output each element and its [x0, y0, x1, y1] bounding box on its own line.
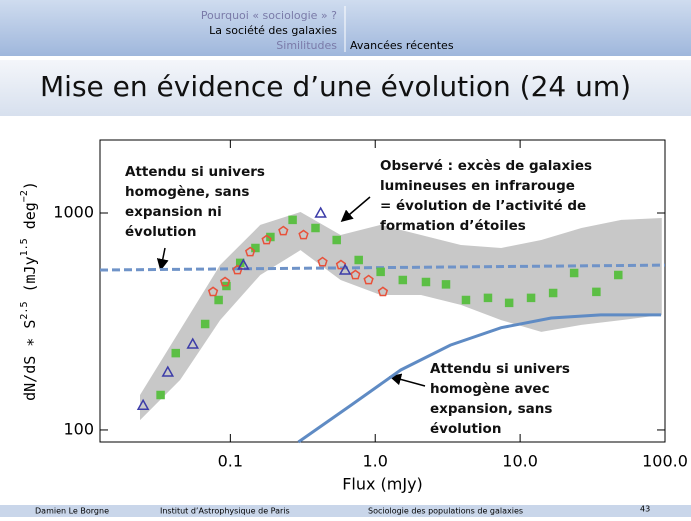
data-point: [244, 246, 256, 257]
arrow: [389, 373, 426, 387]
data-point: [377, 286, 389, 297]
data-point: [592, 287, 601, 297]
data-point: [398, 275, 408, 285]
x-tick-label: 1.0: [363, 452, 388, 471]
data-point: [237, 258, 250, 270]
data-point: [338, 263, 352, 275]
annotation: évolution: [125, 224, 196, 240]
data-point: [461, 295, 471, 305]
data-point: [298, 229, 309, 240]
footer-talk: Sociologie des populations de galaxies: [368, 507, 523, 516]
data-point: [332, 235, 341, 245]
data-point: [261, 234, 272, 245]
data-point: [421, 277, 431, 287]
annotation: évolution: [430, 421, 501, 437]
data-point: [441, 280, 451, 289]
y-axis-label-part: −2: [19, 190, 30, 202]
data-point: [278, 225, 289, 236]
data-point: [504, 298, 514, 308]
data-point: [171, 348, 181, 358]
data-point: [288, 215, 297, 225]
data-point: [483, 293, 493, 303]
annotation: Attendu si univers: [430, 361, 570, 377]
y-axis-label-part: 2.5: [19, 302, 30, 320]
data-point: [219, 276, 231, 287]
data-point: [376, 267, 385, 277]
y-axis-label-part: (mJy: [21, 256, 39, 301]
footer-page: 43: [640, 505, 650, 514]
annotation: = évolution de l’activité de: [380, 198, 586, 214]
annotation: expansion, sans: [430, 401, 552, 417]
data-point: [614, 270, 623, 280]
nav-item: Avancées récentes: [350, 39, 454, 52]
y-axis-label-part: deg: [21, 202, 39, 238]
data-point: [156, 390, 165, 400]
annotation: Observé : excès de galaxies: [380, 158, 592, 174]
annotation: lumineuses en infrarouge: [380, 178, 575, 194]
x-tick-label: 10.0: [502, 452, 538, 471]
y-tick-label: 100: [63, 419, 94, 438]
slide-title: Mise en évidence d’une évolution (24 um): [40, 70, 631, 103]
x-axis-label: Flux (mJy): [342, 475, 423, 494]
data-point: [526, 293, 536, 303]
data-point: [335, 259, 347, 270]
data-point: [200, 319, 210, 329]
nav-item: Similitudes: [276, 39, 337, 52]
data-point: [548, 288, 558, 298]
annotation: homogène, sans: [125, 184, 249, 200]
nav-item: Pourquoi « sociologie » ?: [201, 9, 337, 22]
data-point: [569, 268, 579, 278]
footer-band: [0, 505, 691, 517]
model-line: [99, 263, 666, 272]
plot-frame: [99, 139, 666, 443]
x-tick-label: 100.0: [642, 452, 688, 471]
annotation: Attendu si univers: [125, 164, 265, 180]
arrow: [156, 247, 169, 271]
y-axis-label-part: dN/dS ∗ S: [21, 320, 39, 401]
data-point: [350, 269, 361, 280]
data-point: [363, 274, 374, 285]
model-line: [297, 313, 662, 444]
title-band: [0, 60, 691, 116]
x-tick-label: 0.1: [218, 452, 243, 471]
annotation-arrows: [156, 196, 426, 387]
data-point: [354, 255, 363, 265]
uncertainty-band: [140, 211, 662, 421]
y-axis-label-part: 1.5: [19, 238, 30, 256]
data-point: [207, 286, 219, 297]
annotation: expansion ni: [125, 204, 222, 220]
nav-item: La société des galaxies: [209, 24, 337, 37]
data-point: [232, 264, 243, 275]
data-point: [214, 295, 223, 305]
footer-institute: Institut d’Astrophysique de Paris: [160, 507, 290, 516]
data-point: [186, 337, 200, 349]
data-point: [314, 206, 327, 218]
data-point: [317, 256, 328, 267]
data-point: [136, 398, 150, 410]
footer-author: Damien Le Borgne: [35, 507, 109, 516]
data-point: [311, 223, 320, 233]
y-axis-label-part: ): [21, 181, 39, 190]
y-axis-label: dN/dS ∗ S2.5 (mJy1.5 deg−2): [19, 181, 39, 401]
annotation: formation d’étoiles: [380, 218, 526, 234]
annotation: homogène avec: [430, 381, 550, 397]
data-point: [266, 232, 275, 242]
arrow: [340, 196, 371, 222]
y-tick-label: 1000: [53, 202, 94, 221]
data-point: [161, 365, 175, 377]
